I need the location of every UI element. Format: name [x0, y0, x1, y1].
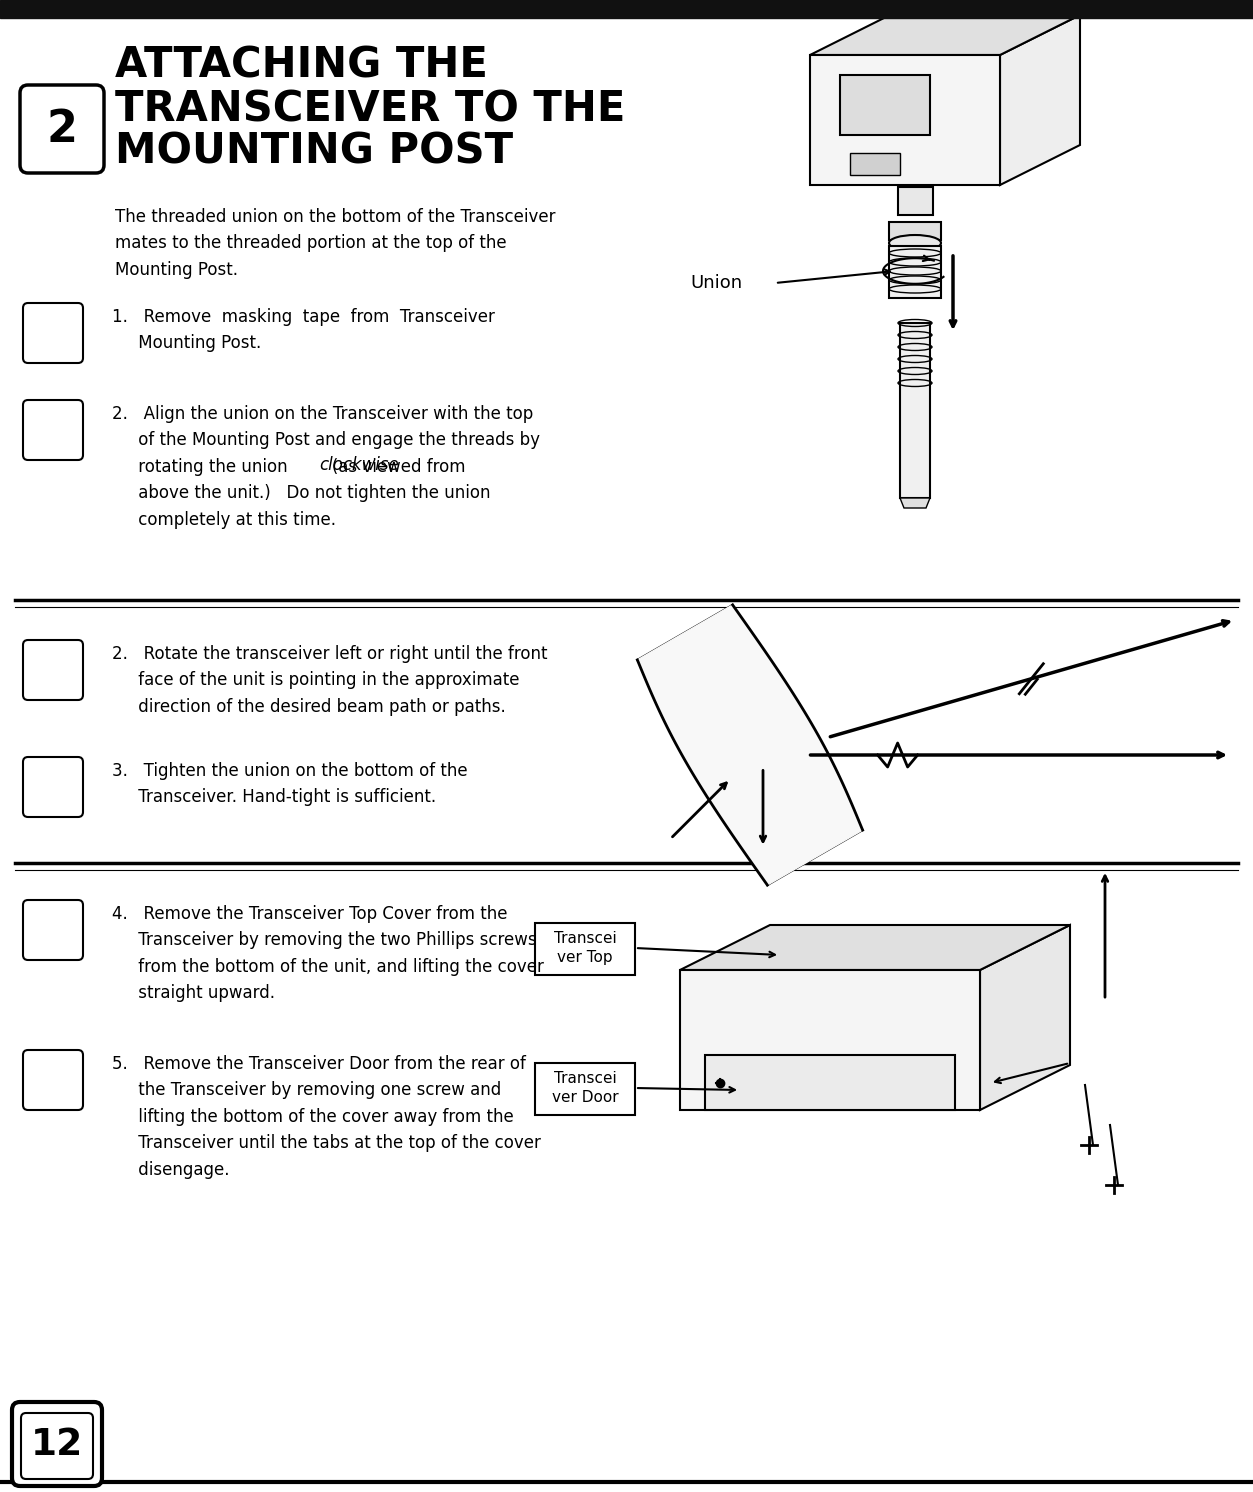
Ellipse shape — [888, 236, 941, 251]
Bar — [705, 1055, 955, 1110]
Text: 2.   Rotate the transceiver left or right until the front
     face of the unit : 2. Rotate the transceiver left or right … — [112, 645, 548, 716]
FancyBboxPatch shape — [23, 756, 83, 818]
Text: 1.   Remove  masking  tape  from  Transceiver
     Mounting Post.: 1. Remove masking tape from Transceiver … — [112, 307, 495, 352]
FancyBboxPatch shape — [23, 900, 83, 959]
Text: 2.   Align the union on the Transceiver with the top
     of the Mounting Post a: 2. Align the union on the Transceiver wi… — [112, 404, 540, 528]
Text: The threaded union on the bottom of the Transceiver
mates to the threaded portio: The threaded union on the bottom of the … — [115, 207, 555, 279]
Polygon shape — [900, 498, 930, 507]
Bar — [900, 322, 930, 498]
FancyBboxPatch shape — [13, 1402, 101, 1486]
Bar — [840, 75, 930, 134]
Bar — [680, 970, 980, 1110]
Bar — [888, 222, 941, 240]
Polygon shape — [638, 604, 862, 885]
Text: 4.   Remove the Transceiver Top Cover from the
     Transceiver by removing the : 4. Remove the Transceiver Top Cover from… — [112, 906, 544, 1003]
Text: clockwise: clockwise — [320, 457, 398, 474]
FancyBboxPatch shape — [20, 85, 104, 173]
Text: ATTACHING THE: ATTACHING THE — [115, 45, 487, 87]
Bar — [898, 186, 933, 215]
Text: 5.   Remove the Transceiver Door from the rear of
     the Transceiver by removi: 5. Remove the Transceiver Door from the … — [112, 1055, 541, 1179]
Polygon shape — [809, 15, 1080, 55]
FancyBboxPatch shape — [23, 640, 83, 700]
Bar — [888, 246, 941, 298]
Text: Transcei
ver Top: Transcei ver Top — [554, 931, 616, 965]
Bar — [0, 0, 1253, 18]
Bar — [850, 154, 900, 175]
Text: 12: 12 — [31, 1426, 83, 1464]
FancyBboxPatch shape — [23, 303, 83, 363]
Bar — [809, 55, 1000, 185]
FancyBboxPatch shape — [23, 400, 83, 460]
Polygon shape — [680, 925, 1070, 970]
FancyBboxPatch shape — [21, 1413, 93, 1479]
Text: Transcei
ver Door: Transcei ver Door — [551, 1071, 618, 1104]
FancyBboxPatch shape — [23, 1050, 83, 1110]
Text: 3.   Tighten the union on the bottom of the
     Transceiver. Hand-tight is suff: 3. Tighten the union on the bottom of th… — [112, 762, 467, 806]
Bar — [535, 924, 635, 974]
Polygon shape — [1000, 15, 1080, 185]
Text: Union: Union — [690, 275, 742, 292]
Polygon shape — [980, 925, 1070, 1110]
Text: TRANSCEIVER TO THE: TRANSCEIVER TO THE — [115, 88, 625, 130]
Text: 2: 2 — [46, 107, 78, 151]
Text: MOUNTING POST: MOUNTING POST — [115, 131, 514, 173]
Bar — [535, 1062, 635, 1115]
